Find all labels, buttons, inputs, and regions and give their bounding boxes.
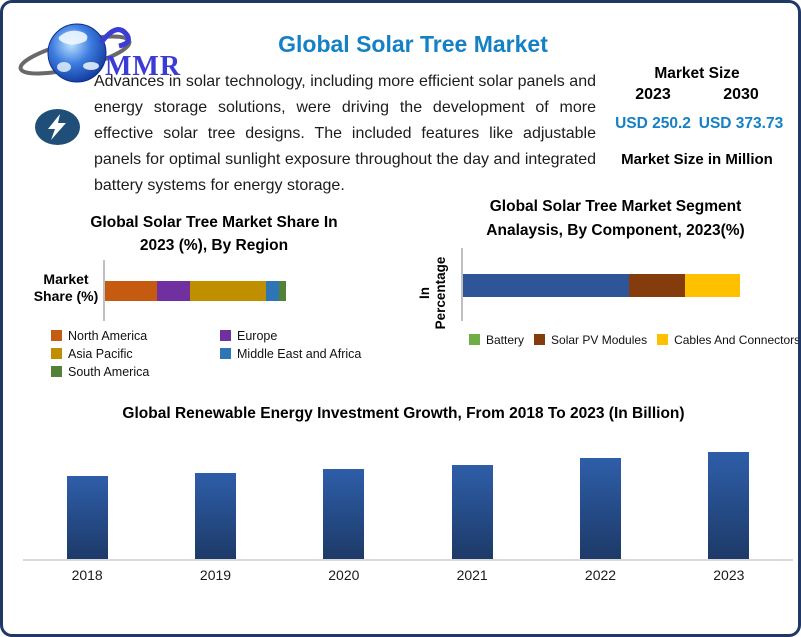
legend-label-south-america: South America	[68, 364, 150, 379]
invest-bar-2020	[323, 469, 365, 559]
investment-chart-plot	[23, 449, 793, 561]
investment-chart-x-axis-labels: 2018 2019 2020 2021 2022 2023	[23, 567, 793, 587]
component-chart-y-axis	[461, 248, 463, 321]
market-size-year-2030: 2030	[723, 86, 759, 103]
market-size-years: 2023 2030	[609, 86, 785, 104]
region-chart-y-axis	[103, 260, 105, 321]
legend-swatch-solar-pv-modules	[534, 334, 546, 345]
bar-segment-europe	[157, 281, 191, 301]
legend-swatch-asia-pacific	[51, 348, 62, 359]
category-label-2023: 2023	[713, 567, 745, 583]
market-size-values: USD 250.2 USD 373.73	[609, 115, 785, 133]
legend-item-solar-pv-modules: Solar PV Modules	[534, 332, 648, 347]
legend-label-north-america: North America	[68, 328, 148, 343]
bar-segment-north-america	[105, 281, 158, 301]
legend-item-asia-pacific: Asia Pacific	[51, 346, 220, 361]
investment-chart-title: Global Renewable Energy Investment Growt…	[122, 405, 685, 422]
category-label-2022: 2022	[584, 567, 617, 583]
component-ylabel-text: In Percentage	[417, 256, 448, 330]
globe-icon	[47, 23, 107, 83]
invest-bar-2018	[66, 475, 108, 559]
category-label-2021: 2021	[456, 567, 488, 583]
category-label-2020: 2020	[328, 567, 360, 583]
region-chart-title-line2: 2023 (%), By Region	[139, 237, 289, 254]
legend-label-europe: Europe	[237, 328, 278, 343]
bar-segment-asia-pacific	[190, 281, 267, 301]
component-chart-title-line2: Analaysis, By Component, 2023(%)	[486, 222, 745, 239]
legend-label-cables-and-connectors: Cables And Connectors	[674, 332, 801, 347]
invest-bar-2021	[451, 464, 493, 559]
market-size-value-2023: USD 250.2	[615, 115, 691, 132]
bar-segment-cables-and-connectors	[684, 274, 740, 297]
region-chart-y-axis-label: Market Share (%)	[33, 271, 99, 305]
category-label-2018: 2018	[71, 567, 103, 583]
page-title: Global Solar Tree Market	[278, 31, 548, 57]
market-size-year-2023: 2023	[635, 86, 671, 103]
region-ylabel-line1: Market	[43, 271, 89, 287]
category-label-2019: 2019	[199, 567, 232, 583]
logo-blue-swoosh-icon	[98, 27, 131, 49]
legend-column: Europe Middle East and Africa	[220, 329, 361, 378]
market-size-heading: Market Size	[654, 65, 740, 82]
legend-swatch-south-america	[51, 366, 62, 377]
component-chart-legend: Battery Solar PV Modules Cables And Connec…	[469, 332, 801, 347]
region-chart-legend: North America Asia Pacific South America Eu…	[51, 328, 361, 379]
market-size-value-2030: USD 373.73	[698, 115, 784, 132]
bar-segment-solar-pv-modules	[629, 274, 685, 297]
legend-label-solar-pv-modules: Solar PV Modules	[551, 332, 648, 347]
legend-item-cables-and-connectors: Cables And Connectors	[657, 332, 801, 347]
bar-segment-south-america	[278, 281, 286, 301]
invest-bar-2022	[580, 458, 621, 559]
legend-swatch-cables-and-connectors	[657, 334, 669, 345]
intro-text: Advances in solar technology, including …	[94, 73, 596, 194]
legend-column: North America Asia Pacific South America	[51, 328, 220, 379]
component-chart-title-line1: Global Solar Tree Market Segment	[489, 198, 742, 215]
region-stacked-bar	[105, 281, 286, 301]
legend-label-battery: Battery	[486, 332, 525, 347]
legend-swatch-battery	[469, 334, 480, 345]
legend-item-north-america: North America	[51, 328, 220, 343]
legend-swatch-europe	[220, 330, 231, 341]
lightning-bolt-icon	[35, 109, 80, 145]
legend-label-middle-east-and-africa: Middle East and Africa	[237, 346, 362, 361]
region-chart-title: Global Solar Tree Market Share In 2023 (…	[49, 211, 379, 257]
market-size-footnote: Market Size in Million	[621, 151, 773, 168]
logo-text: MMR	[105, 51, 181, 82]
legend-swatch-north-america	[51, 330, 62, 341]
invest-bar-2023	[708, 452, 750, 559]
bar-segment-battery	[463, 274, 630, 297]
legend-item-europe: Europe	[220, 328, 361, 343]
invest-bar-2019	[195, 473, 236, 559]
legend-item-south-america: South America	[51, 364, 220, 379]
region-chart-title-line1: Global Solar Tree Market Share In	[90, 214, 338, 231]
component-chart-title: Global Solar Tree Market Segment Analays…	[458, 195, 773, 243]
market-size-panel: Market Size 2023 2030 USD 250.2 USD 373.…	[609, 65, 785, 168]
legend-item-middle-east-and-africa: Middle East and Africa	[220, 346, 362, 361]
bar-segment-middle-east-and-africa	[266, 281, 279, 301]
component-stacked-bar	[463, 274, 740, 297]
mmr-logo: MMR	[18, 23, 181, 83]
legend-label-asia-pacific: Asia Pacific	[68, 346, 133, 361]
region-ylabel-line2: Share (%)	[33, 288, 99, 304]
legend-item-battery: Battery	[469, 332, 525, 347]
legend-swatch-middle-east-and-africa	[220, 348, 231, 359]
